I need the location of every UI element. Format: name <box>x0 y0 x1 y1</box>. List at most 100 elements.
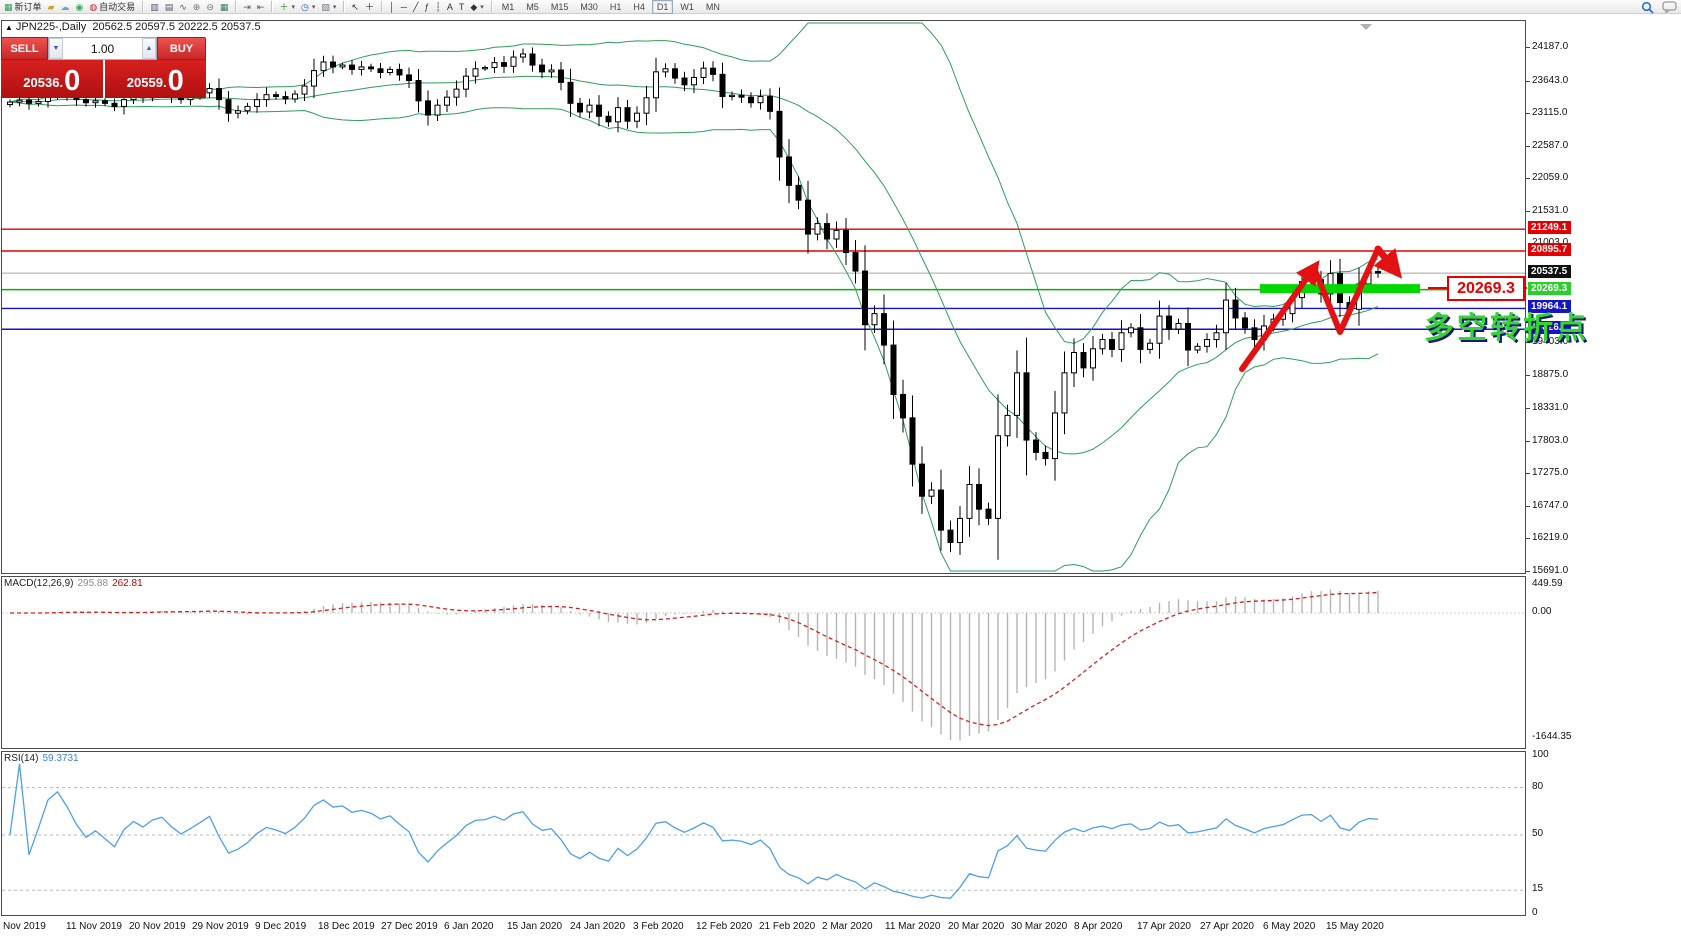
zoom-out-icon[interactable]: ⊖ <box>204 1 216 13</box>
autotrade-button[interactable]: ◍ 自动交易 <box>87 1 137 13</box>
lot-increase-button[interactable]: ▲ <box>142 38 156 59</box>
shapes-icon[interactable]: ◆ ▾ <box>468 1 485 13</box>
dropdown-caret-icon[interactable]: ▾ <box>480 3 484 11</box>
tile-windows-icon[interactable]: ▦ <box>218 1 231 13</box>
timeframe-m15[interactable]: M15 <box>550 1 569 12</box>
candle-body <box>1308 279 1315 283</box>
candle-body <box>966 483 973 519</box>
candle-body <box>643 97 650 114</box>
candle-body <box>814 223 821 235</box>
candle-body <box>805 199 811 235</box>
timeframe-h1[interactable]: H1 <box>609 1 622 12</box>
new-chart-icon[interactable]: ▥ <box>148 1 161 13</box>
price-level-flag[interactable]: 20269.3 <box>1447 276 1525 301</box>
chart-mode-icon[interactable]: ▤ <box>163 1 176 13</box>
zigzag-arrow[interactable] <box>1373 245 1403 279</box>
add-indicator-icon[interactable]: ＋ ▾ <box>277 1 297 13</box>
date-label: 8 Apr 2020 <box>1074 921 1123 932</box>
label-icon[interactable]: T <box>457 1 467 13</box>
text-icon[interactable]: A <box>445 1 455 13</box>
macd-signal-line <box>10 591 1379 727</box>
candle-body <box>425 100 431 116</box>
toolbar-right <box>1641 0 1677 14</box>
timeframe-m1[interactable]: M1 <box>501 1 515 12</box>
macd-main-value: 295.88 <box>77 578 109 589</box>
crosshair-icon: ＋ <box>364 1 374 12</box>
macd-label: MACD(12,26,9) 295.88 262.81 <box>4 578 143 589</box>
candle-body <box>852 252 859 272</box>
timeframe-d1[interactable]: D1 <box>651 0 674 14</box>
price-badge: 21249.1 <box>1528 221 1572 235</box>
indicator-list-icon[interactable]: ∿ <box>177 1 189 13</box>
trendline-icon[interactable]: ╱ <box>411 1 420 13</box>
hline-icon[interactable]: ─ <box>399 1 409 13</box>
support-zone-bar[interactable] <box>1260 284 1420 294</box>
toolbar-separator <box>490 1 492 12</box>
channel-icon[interactable]: ┆ <box>433 1 442 13</box>
candle-body <box>881 313 887 346</box>
price-chart-pane[interactable] <box>1 20 1526 574</box>
timeframe-mn[interactable]: MN <box>705 1 720 12</box>
fibo-icon[interactable]: ƒ <box>422 1 431 13</box>
rsi-axis-tick: 100 <box>1532 749 1549 760</box>
lot-size-value[interactable]: 1.00 <box>90 41 115 56</box>
candle-body <box>653 71 659 99</box>
toolbar-separator <box>235 1 237 12</box>
price-tick: 19403.0 <box>1525 336 1569 348</box>
new-order-button[interactable]: ▦ 新订单 <box>2 1 44 13</box>
dropdown-caret-icon[interactable]: ▾ <box>291 3 295 11</box>
zoom-out-icon: ⊖ <box>206 1 214 12</box>
cursor-icon[interactable]: ↖ <box>349 1 361 13</box>
lot-decrease-button[interactable]: ▼ <box>49 38 63 59</box>
search-icon[interactable] <box>1641 1 1654 14</box>
sell-button[interactable]: SELL <box>1 37 48 60</box>
date-label: 18 Dec 2019 <box>318 921 375 932</box>
zigzag-arrow[interactable] <box>1239 260 1320 372</box>
zigzag-arrow[interactable] <box>1311 246 1381 335</box>
candle-body <box>890 344 897 395</box>
rsi-label: RSI(14) 59.3731 <box>4 753 79 764</box>
candle-body <box>292 93 298 100</box>
rsi-line <box>9 763 1379 899</box>
crosshair-icon[interactable]: ＋ <box>363 1 376 13</box>
candle-body <box>216 88 222 101</box>
vline-icon[interactable]: │ <box>387 1 397 13</box>
dropdown-caret-icon[interactable]: ▾ <box>311 3 316 11</box>
text-icon: A <box>446 1 453 12</box>
chart-shift-icon[interactable]: ⇥ <box>241 1 253 13</box>
buy-price[interactable]: 20559. 0 <box>104 60 206 98</box>
candle-body <box>254 99 260 107</box>
price-tick: 24187.0 <box>1525 41 1569 52</box>
chat-icon[interactable] <box>1662 1 1677 13</box>
candle-body <box>26 99 32 104</box>
candle-body <box>263 94 270 101</box>
period-icon[interactable]: ◷ ▾ <box>299 1 317 13</box>
timeframe-m30[interactable]: M30 <box>580 1 598 12</box>
timeframe-h4[interactable]: H4 <box>633 1 645 12</box>
timeframe-w1[interactable]: W1 <box>680 1 694 12</box>
shapes-icon: ◆ <box>470 1 478 12</box>
sell-price[interactable]: 20536. 0 <box>1 60 103 98</box>
candle-body <box>16 99 23 103</box>
profile-cloud-icon[interactable]: ☁ <box>58 1 71 13</box>
toolbar-separator <box>271 1 273 12</box>
panel-collapse-icon[interactable]: ▲ <box>5 23 13 32</box>
candle-body <box>1004 414 1011 437</box>
symbol-period-label: JPN225-,Daily <box>15 21 87 33</box>
template-icon[interactable]: ▧ ▾ <box>319 1 338 13</box>
rsi-pane[interactable] <box>1 751 1526 916</box>
candle-body <box>1166 315 1172 330</box>
funds-icon[interactable]: ▰ <box>46 1 57 13</box>
dropdown-caret-icon[interactable]: ▾ <box>332 3 337 11</box>
buy-button[interactable]: BUY <box>157 37 206 60</box>
signal-icon[interactable]: ◉ <box>73 1 85 13</box>
macd-pane[interactable] <box>1 576 1526 749</box>
candle-body <box>1061 372 1068 414</box>
zoom-in-icon[interactable]: ⊕ <box>191 1 203 13</box>
chart-shift-marker[interactable] <box>1360 24 1372 30</box>
period-icon: ◷ <box>301 1 309 12</box>
auto-scroll-icon[interactable]: ⇤ <box>255 1 267 13</box>
zoom-in-icon: ⊕ <box>192 1 201 12</box>
timeframe-m5[interactable]: M5 <box>526 1 539 12</box>
candle-body <box>415 80 422 102</box>
